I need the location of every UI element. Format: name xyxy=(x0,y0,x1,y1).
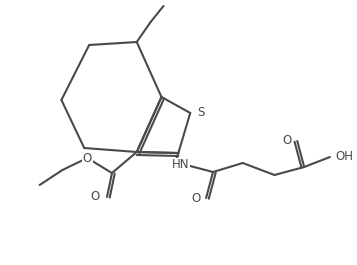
Text: OH: OH xyxy=(335,151,353,164)
Text: O: O xyxy=(191,192,200,205)
Text: O: O xyxy=(282,135,291,148)
Text: O: O xyxy=(82,152,92,165)
Text: HN: HN xyxy=(172,158,189,171)
Text: O: O xyxy=(91,191,100,204)
Text: S: S xyxy=(197,107,205,120)
